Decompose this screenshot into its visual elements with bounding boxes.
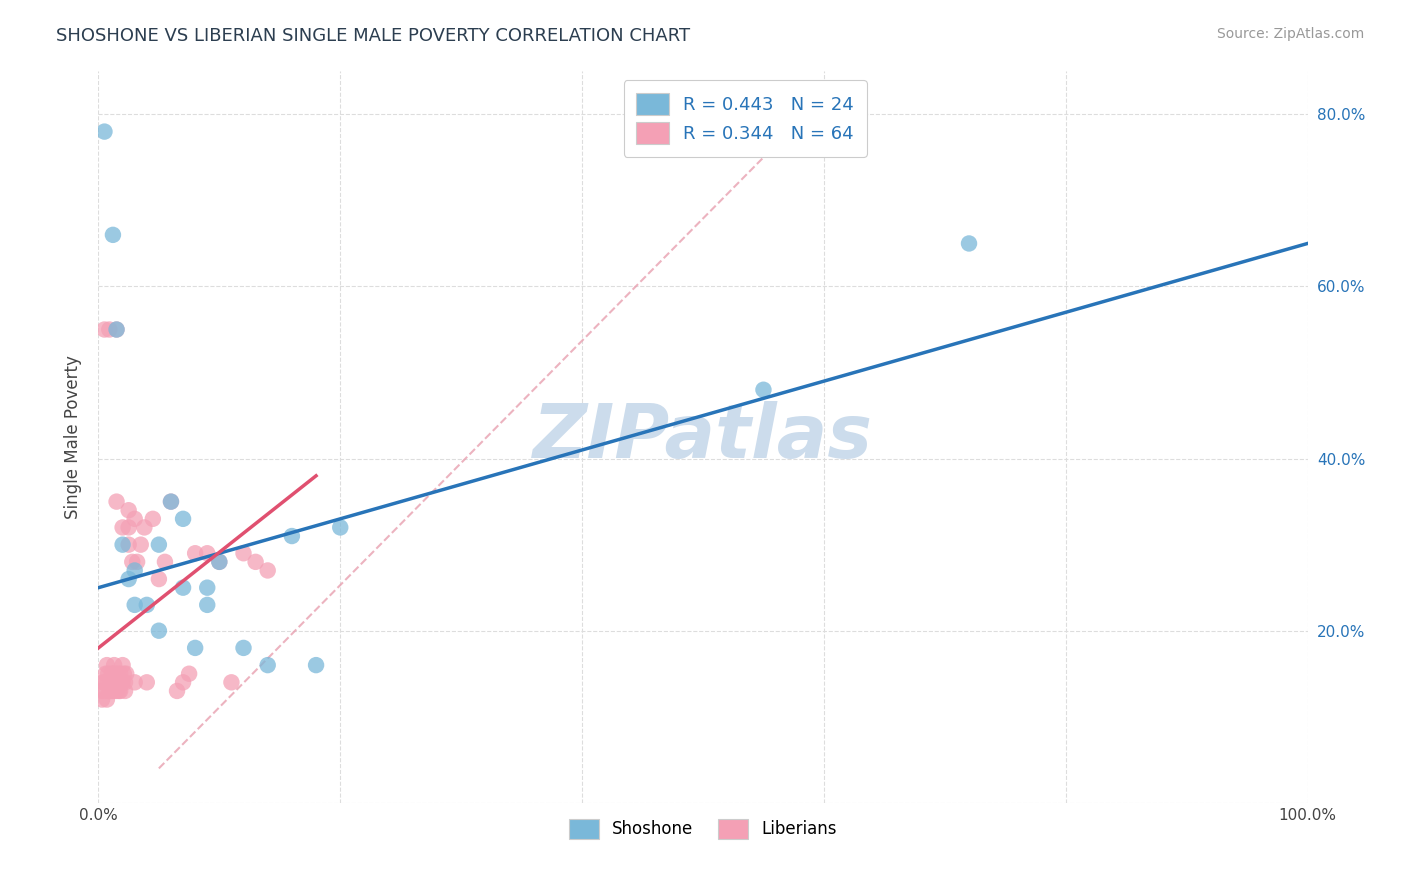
Point xyxy=(124,512,146,526)
Point xyxy=(148,624,170,638)
Point xyxy=(179,666,201,681)
Point xyxy=(172,512,194,526)
Point xyxy=(101,675,124,690)
Point xyxy=(98,322,121,336)
Point xyxy=(118,572,141,586)
Point xyxy=(100,684,122,698)
Point xyxy=(957,236,980,251)
Point xyxy=(108,675,131,690)
Point xyxy=(118,538,141,552)
Point xyxy=(148,538,170,552)
Point xyxy=(208,555,231,569)
Point xyxy=(101,227,124,242)
Point xyxy=(105,494,128,508)
Point xyxy=(111,520,134,534)
Point xyxy=(114,675,136,690)
Point xyxy=(93,125,115,139)
Legend: Shoshone, Liberians: Shoshone, Liberians xyxy=(562,812,844,846)
Text: SHOSHONE VS LIBERIAN SINGLE MALE POVERTY CORRELATION CHART: SHOSHONE VS LIBERIAN SINGLE MALE POVERTY… xyxy=(56,27,690,45)
Point xyxy=(114,684,136,698)
Point xyxy=(103,684,125,698)
Point xyxy=(232,640,254,655)
Point xyxy=(91,692,114,706)
Point xyxy=(111,675,134,690)
Point xyxy=(195,546,218,560)
Point xyxy=(124,598,146,612)
Point xyxy=(93,322,115,336)
Point xyxy=(91,675,114,690)
Point xyxy=(105,684,128,698)
Point xyxy=(221,675,243,690)
Point xyxy=(121,555,143,569)
Point xyxy=(103,658,125,673)
Point xyxy=(101,666,124,681)
Point xyxy=(105,322,128,336)
Point xyxy=(256,564,278,578)
Point xyxy=(124,675,146,690)
Point xyxy=(93,684,115,698)
Point xyxy=(94,666,117,681)
Point xyxy=(97,666,120,681)
Point xyxy=(160,494,183,508)
Point xyxy=(127,555,149,569)
Text: Source: ZipAtlas.com: Source: ZipAtlas.com xyxy=(1216,27,1364,41)
Point xyxy=(100,675,122,690)
Point xyxy=(115,666,138,681)
Point xyxy=(134,520,156,534)
Point xyxy=(195,581,218,595)
Point xyxy=(305,658,328,673)
Point xyxy=(104,675,127,690)
Point xyxy=(329,520,352,534)
Point xyxy=(153,555,176,569)
Point xyxy=(148,572,170,586)
Point xyxy=(107,666,129,681)
Point xyxy=(118,503,141,517)
Point xyxy=(135,675,157,690)
Point xyxy=(135,598,157,612)
Point xyxy=(752,383,775,397)
Text: ZIPatlas: ZIPatlas xyxy=(533,401,873,474)
Point xyxy=(98,684,121,698)
Y-axis label: Single Male Poverty: Single Male Poverty xyxy=(65,355,83,519)
Point xyxy=(100,684,122,698)
Point xyxy=(245,555,267,569)
Point xyxy=(94,675,117,690)
Point xyxy=(166,684,188,698)
Point xyxy=(195,598,218,612)
Point xyxy=(108,684,131,698)
Point xyxy=(281,529,304,543)
Point xyxy=(172,581,194,595)
Point xyxy=(124,564,146,578)
Point xyxy=(232,546,254,560)
Point xyxy=(108,666,131,681)
Point xyxy=(111,538,134,552)
Point xyxy=(172,675,194,690)
Point xyxy=(111,658,134,673)
Point xyxy=(105,322,128,336)
Point xyxy=(97,675,120,690)
Point xyxy=(118,520,141,534)
Point xyxy=(208,555,231,569)
Point xyxy=(112,666,135,681)
Point xyxy=(160,494,183,508)
Point xyxy=(110,675,132,690)
Point xyxy=(108,684,131,698)
Point xyxy=(129,538,152,552)
Point xyxy=(104,666,127,681)
Point xyxy=(256,658,278,673)
Point xyxy=(90,684,112,698)
Point xyxy=(107,675,129,690)
Point xyxy=(96,658,118,673)
Point xyxy=(100,666,122,681)
Point xyxy=(184,546,207,560)
Point xyxy=(184,640,207,655)
Point xyxy=(96,692,118,706)
Point xyxy=(142,512,165,526)
